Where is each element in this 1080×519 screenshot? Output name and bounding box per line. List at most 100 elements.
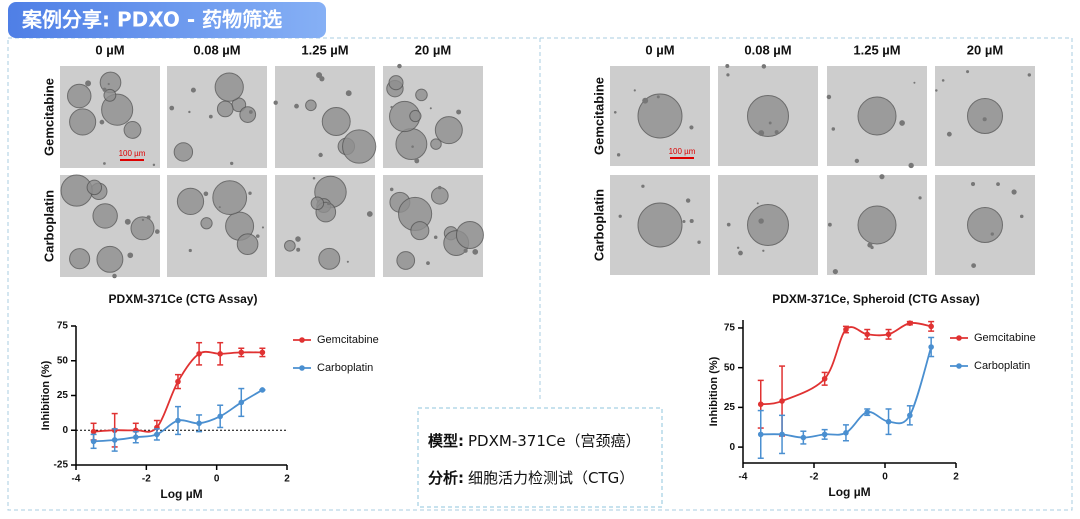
debris	[169, 105, 175, 111]
legend-marker	[299, 365, 305, 371]
data-point	[757, 401, 764, 408]
row-label: Gemcitabine	[591, 77, 606, 155]
organoid	[176, 187, 205, 216]
debris	[411, 145, 414, 148]
data-point	[907, 320, 913, 326]
debris	[154, 229, 160, 234]
organoid	[410, 221, 430, 241]
y-tick-label: 25	[724, 402, 736, 413]
debris	[970, 182, 976, 187]
organoid	[415, 88, 428, 102]
y-tick-label: 25	[57, 390, 69, 401]
column-label: 20 µM	[967, 42, 1003, 57]
debris	[312, 177, 316, 180]
organoid	[123, 120, 142, 139]
data-point	[90, 438, 97, 445]
debris	[913, 81, 916, 84]
organoid	[409, 109, 422, 123]
info-label: 分析:	[428, 469, 464, 487]
legend-marker	[956, 335, 962, 341]
debris	[127, 252, 134, 259]
debris	[389, 187, 394, 192]
legend-marker	[299, 337, 305, 343]
debris	[774, 130, 779, 135]
debris	[831, 127, 836, 131]
debris	[966, 70, 970, 74]
debris	[1027, 73, 1032, 77]
x-axis-label: Log µM	[160, 487, 202, 501]
organoid	[637, 93, 683, 139]
organoid	[173, 142, 194, 162]
organoid	[430, 138, 442, 150]
organoid	[67, 83, 92, 109]
debris	[854, 158, 860, 164]
debris	[152, 163, 156, 167]
debris	[826, 94, 832, 100]
data-point	[907, 412, 913, 419]
data-point	[843, 430, 849, 436]
debris	[758, 130, 765, 136]
organoid	[310, 196, 325, 211]
organoid	[216, 100, 234, 118]
row-label: Carboplatin	[591, 189, 606, 261]
debris	[642, 97, 649, 104]
header-pill	[8, 2, 326, 38]
data-point	[928, 323, 934, 330]
debris	[941, 79, 945, 82]
column-label: 0 µM	[645, 42, 674, 57]
debris	[738, 250, 743, 256]
data-point	[111, 437, 118, 443]
debris	[761, 64, 767, 69]
debris	[433, 235, 438, 240]
data-point	[217, 413, 223, 420]
debris	[437, 185, 442, 190]
organoid	[103, 88, 117, 102]
debris	[146, 215, 151, 220]
micrograph	[718, 64, 818, 166]
x-tick-label: -2	[810, 472, 819, 483]
debris	[726, 73, 730, 77]
debris	[935, 89, 938, 92]
micrograph	[383, 175, 484, 277]
debris	[99, 119, 105, 125]
debris	[908, 162, 914, 169]
debris	[261, 226, 265, 229]
organoid	[86, 179, 103, 196]
debris	[124, 218, 131, 225]
debris	[319, 76, 325, 82]
organoid	[431, 186, 449, 205]
debris	[633, 89, 636, 92]
debris	[190, 87, 196, 93]
legend-label: Gemcitabine	[317, 334, 379, 346]
debris	[273, 100, 278, 105]
x-tick-label: 2	[284, 474, 290, 485]
micrograph	[718, 175, 818, 275]
data-point	[196, 420, 202, 427]
debris	[318, 152, 323, 158]
scale-bar-label: 100 µm	[669, 147, 696, 156]
debris	[255, 234, 260, 238]
debris	[616, 153, 621, 157]
column-label: 1.25 µM	[301, 42, 348, 57]
debris	[982, 117, 987, 122]
data-point	[885, 331, 892, 338]
organoid	[92, 203, 118, 229]
data-point	[90, 428, 97, 435]
organoid	[395, 128, 428, 161]
data-point	[259, 387, 266, 393]
debris	[463, 248, 468, 253]
debris	[697, 240, 701, 244]
fit-line	[760, 346, 933, 439]
legend-label: Carboplatin	[317, 362, 373, 374]
organoid	[747, 95, 789, 137]
legend-label: Carboplatin	[974, 360, 1030, 372]
organoid	[396, 251, 416, 270]
y-tick-label: 0	[62, 425, 68, 436]
data-point	[238, 399, 245, 406]
debris	[326, 201, 331, 206]
debris	[762, 249, 765, 252]
chart-title: PDXM-371Ce (CTG Assay)	[109, 292, 258, 306]
data-point	[843, 326, 849, 333]
row-label: Gemcitabine	[41, 78, 56, 156]
debris	[828, 222, 832, 227]
